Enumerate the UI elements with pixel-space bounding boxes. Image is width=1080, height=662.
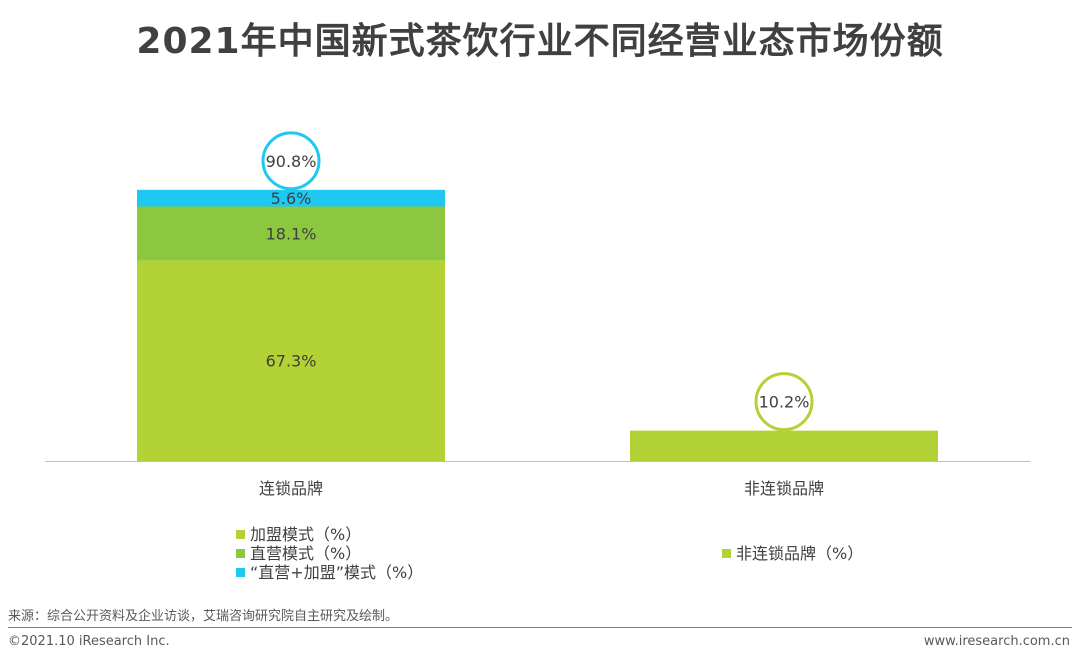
bar-segment	[137, 206, 445, 261]
legend-label: 加盟模式（%）	[250, 525, 362, 544]
total-label: 90.8%	[266, 152, 317, 171]
bar-segment	[630, 430, 938, 461]
legend-item: 加盟模式（%）	[236, 525, 423, 544]
stacked-bar-chart: 67.3% 18.1% 5.6% 90.8% 连锁品牌 10.2% 非连锁品牌	[45, 131, 1030, 498]
footer-divider	[8, 627, 1072, 628]
legend-item: 非连锁品牌（%）	[722, 544, 863, 563]
legend-chain: 加盟模式（%） 直营模式（%） “直营+加盟”模式（%）	[236, 525, 423, 582]
bar-segment	[137, 189, 445, 207]
category-label: 非连锁品牌	[744, 479, 824, 498]
legend-item: 直营模式（%）	[236, 544, 423, 563]
data-label: 18.1%	[266, 224, 317, 243]
legend-non-chain: 非连锁品牌（%）	[722, 544, 863, 563]
copyright: ©2021.10 iResearch Inc.	[8, 634, 170, 649]
legend-swatch	[236, 530, 245, 539]
legend-label: 直营模式（%）	[250, 544, 362, 563]
website-link[interactable]: www.iresearch.com.cn	[923, 634, 1070, 649]
legend-label: “直营+加盟”模式（%）	[250, 563, 424, 582]
bar-segment	[137, 260, 445, 461]
total-label: 10.2%	[759, 393, 810, 412]
data-label: 67.3%	[266, 352, 317, 371]
legend-swatch	[722, 549, 731, 558]
category-label: 连锁品牌	[259, 479, 323, 498]
legend-label: 非连锁品牌（%）	[736, 544, 864, 563]
total-ring	[754, 372, 814, 432]
source-note: 来源：综合公开资料及企业访谈，艾瑞咨询研究院自主研究及绘制。	[8, 609, 399, 624]
legend-item: “直营+加盟”模式（%）	[236, 563, 423, 582]
data-label: 5.6%	[271, 189, 312, 208]
legend-swatch	[236, 568, 245, 577]
total-ring	[261, 131, 321, 191]
chart-title: 2021年中国新式茶饮行业不同经营业态市场份额	[136, 21, 944, 62]
legend-swatch	[236, 549, 245, 558]
